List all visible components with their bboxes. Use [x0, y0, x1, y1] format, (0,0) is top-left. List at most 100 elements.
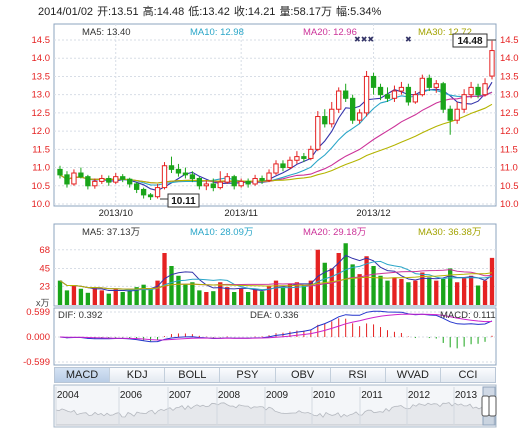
volume-bar[interactable]	[232, 292, 237, 305]
volume-bar[interactable]	[176, 275, 181, 305]
tab-macd[interactable]: MACD	[55, 368, 111, 382]
volume-bar[interactable]	[64, 290, 70, 305]
candlestick[interactable]	[273, 160, 279, 175]
candlestick[interactable]	[440, 81, 446, 113]
candlestick[interactable]	[238, 178, 244, 188]
candlestick[interactable]	[405, 83, 412, 106]
volume-bar[interactable]	[127, 290, 132, 305]
candlestick[interactable]	[294, 151, 300, 164]
volume-bar[interactable]	[420, 272, 425, 306]
timeline-range-selector[interactable]	[481, 386, 497, 426]
candlestick[interactable]	[370, 72, 377, 95]
candlestick[interactable]	[426, 74, 432, 92]
volume-bar[interactable]	[287, 283, 293, 305]
tab-rsi[interactable]: RSI	[330, 368, 386, 382]
candlestick[interactable]	[363, 70, 370, 117]
volume-bar[interactable]	[266, 285, 272, 306]
candlestick[interactable]	[113, 173, 119, 184]
volume-bar[interactable]	[475, 285, 481, 306]
candlestick[interactable]	[182, 167, 189, 179]
candlestick[interactable]	[475, 83, 481, 99]
volume-bar[interactable]	[259, 291, 265, 305]
volume-bar[interactable]	[141, 284, 146, 305]
volume-bar[interactable]	[252, 288, 258, 305]
volume-bar[interactable]	[204, 292, 209, 305]
candlestick[interactable]	[322, 109, 328, 128]
candlestick[interactable]	[398, 81, 405, 95]
candlestick[interactable]	[64, 171, 70, 188]
candlestick[interactable]	[224, 173, 230, 184]
candlestick[interactable]	[154, 183, 161, 199]
candlestick[interactable]	[336, 87, 342, 113]
candlestick[interactable]	[85, 174, 91, 190]
candlestick[interactable]	[315, 111, 321, 152]
candlestick[interactable]	[433, 80, 439, 93]
candlestick[interactable]	[308, 145, 314, 161]
candlestick[interactable]	[140, 187, 147, 199]
candlestick[interactable]	[71, 169, 77, 186]
volume-bar[interactable]	[155, 280, 160, 305]
candlestick[interactable]	[133, 182, 140, 194]
volume-bar[interactable]	[482, 280, 488, 305]
candlestick[interactable]	[349, 94, 356, 124]
range-handle-left[interactable]	[481, 395, 490, 417]
volume-bar[interactable]	[357, 274, 362, 305]
volume-bar[interactable]	[113, 288, 118, 305]
candlestick[interactable]	[343, 83, 349, 102]
candlestick[interactable]	[447, 105, 453, 135]
volume-bar[interactable]	[427, 277, 432, 305]
volume-bar[interactable]	[169, 266, 174, 305]
volume-bar[interactable]	[245, 292, 251, 305]
candlestick[interactable]	[356, 109, 363, 124]
volume-bar[interactable]	[273, 280, 279, 305]
volume-bar[interactable]	[134, 287, 139, 305]
candlestick[interactable]	[168, 156, 175, 174]
candlestick[interactable]	[287, 156, 293, 170]
candlestick[interactable]	[78, 167, 84, 179]
tab-cci[interactable]: CCI	[440, 368, 495, 382]
candlestick[interactable]	[384, 87, 391, 102]
volume-bar[interactable]	[350, 264, 355, 305]
candlestick[interactable]	[161, 162, 168, 190]
candlestick[interactable]	[482, 78, 488, 97]
candlestick[interactable]	[210, 178, 216, 192]
volume-bar[interactable]	[57, 280, 63, 305]
candlestick[interactable]	[377, 83, 384, 101]
volume-bar[interactable]	[218, 282, 223, 305]
event-marker[interactable]: ✖	[405, 35, 412, 44]
candlestick[interactable]	[245, 178, 251, 188]
candlestick[interactable]	[147, 193, 154, 200]
volume-bar[interactable]	[280, 287, 286, 305]
volume-bar[interactable]	[364, 256, 369, 305]
candlestick[interactable]	[203, 180, 209, 191]
candlestick[interactable]	[252, 174, 258, 186]
candlestick[interactable]	[189, 171, 196, 183]
volume-bar[interactable]	[468, 275, 474, 305]
volume-bar[interactable]	[489, 257, 495, 305]
candlestick[interactable]	[412, 91, 419, 104]
volume-bar[interactable]	[211, 291, 216, 305]
tab-boll[interactable]: BOLL	[165, 368, 221, 382]
volume-bar[interactable]	[225, 287, 230, 305]
event-marker[interactable]: ✖✖✖	[354, 35, 374, 44]
candlestick[interactable]	[196, 176, 203, 190]
candlestick[interactable]	[301, 152, 307, 163]
volume-bar[interactable]	[294, 282, 300, 305]
volume-bar[interactable]	[441, 279, 446, 305]
tab-psy[interactable]: PSY	[220, 368, 276, 382]
volume-bar[interactable]	[85, 292, 91, 305]
volume-bar[interactable]	[92, 287, 97, 305]
volume-bar[interactable]	[99, 290, 104, 305]
range-handle-right[interactable]	[488, 395, 497, 417]
candlestick[interactable]	[127, 177, 133, 188]
candlestick[interactable]	[259, 175, 265, 184]
volume-bar[interactable]	[434, 280, 439, 305]
candlestick[interactable]	[454, 101, 460, 124]
volume-bar[interactable]	[301, 285, 307, 306]
candlestick[interactable]	[266, 169, 272, 183]
volume-bar[interactable]	[239, 288, 244, 305]
volume-bar[interactable]	[197, 290, 202, 305]
tab-kdj[interactable]: KDJ	[110, 368, 166, 382]
volume-bar[interactable]	[315, 249, 320, 305]
candlestick[interactable]	[57, 165, 63, 179]
